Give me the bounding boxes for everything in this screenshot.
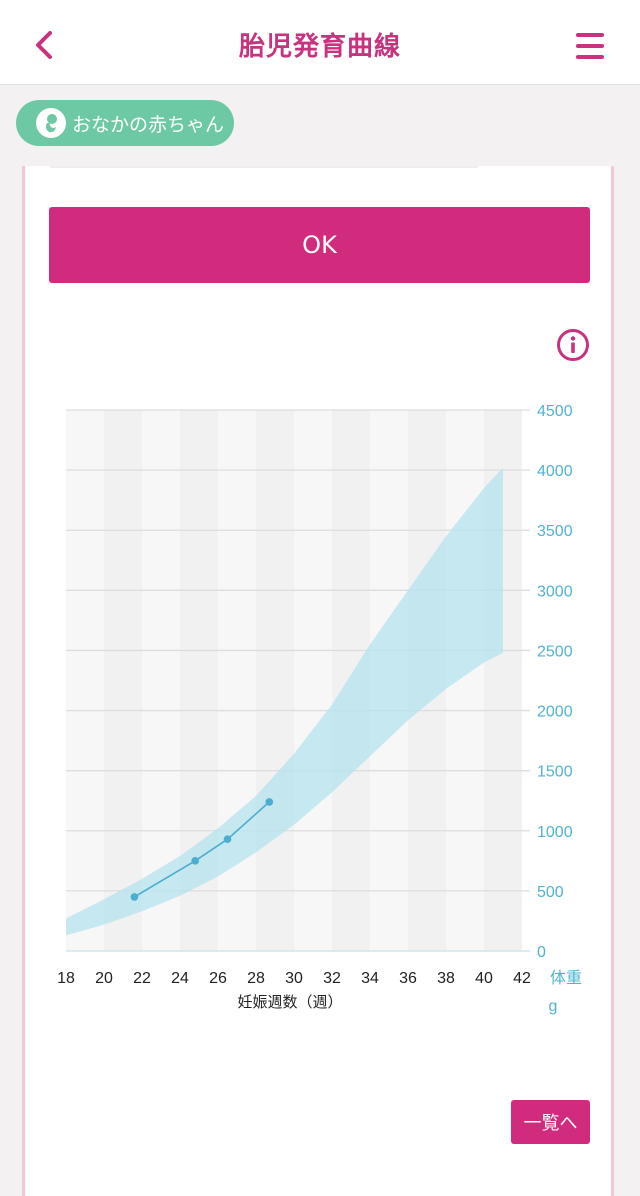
x-tick-label: 26 (209, 970, 227, 987)
ok-button-label: OK (302, 231, 337, 259)
y-tick-label: 1000 (537, 824, 573, 841)
back-button[interactable] (30, 28, 60, 62)
list-button-label: 一覧へ (523, 1113, 578, 1134)
info-button[interactable] (556, 328, 590, 362)
x-tick-label: 18 (57, 970, 75, 987)
x-tick-label: 34 (361, 970, 379, 987)
x-tick-label: 30 (285, 970, 303, 987)
y-axis-label: 体重 (550, 968, 582, 987)
y-tick-label: 1500 (537, 764, 573, 781)
fetus-icon (36, 108, 66, 138)
weight-data-point (191, 857, 199, 865)
weight-data-point (265, 798, 274, 806)
app-header: 胎児発育曲線 (0, 0, 640, 85)
divider (50, 166, 478, 168)
x-tick-label: 40 (475, 970, 493, 987)
grid-column-band (104, 410, 142, 951)
menu-button[interactable] (574, 30, 606, 62)
x-tick-label: 32 (323, 970, 341, 987)
y-tick-label: 4000 (537, 463, 573, 480)
chevron-left-icon (36, 31, 52, 59)
growth-chart: 18 20 22 24 26 28 30 32 34 36 38 40 42 0 500 1000 1500 20… (57, 403, 582, 1015)
weight-data-point (223, 835, 232, 843)
ok-button[interactable]: OK (49, 207, 590, 283)
x-tick-label: 22 (133, 970, 151, 987)
y-axis-unit: g (549, 998, 558, 1015)
x-tick-label: 36 (399, 970, 417, 987)
x-tick-label: 38 (437, 970, 455, 987)
normal-range-band (66, 467, 503, 936)
x-axis-label: 妊娠週数（週） (237, 993, 342, 1011)
baby-profile-label: おなかの赤ちゃん (72, 113, 225, 136)
y-tick-label: 3000 (537, 583, 573, 600)
baby-profile-pill[interactable]: おなかの赤ちゃん (16, 100, 234, 146)
x-tick-label: 42 (513, 970, 531, 987)
grid-column-band (256, 410, 294, 951)
y-tick-label: 4500 (537, 403, 573, 420)
list-button[interactable]: 一覧へ (511, 1100, 590, 1144)
y-tick-label: 0 (537, 944, 546, 961)
y-tick-label: 2500 (537, 643, 573, 660)
x-tick-label: 28 (247, 970, 265, 987)
hamburger-menu-icon (576, 33, 604, 59)
weight-series-line (133, 801, 270, 898)
x-tick-label: 24 (171, 970, 189, 987)
x-tick-label: 20 (95, 970, 113, 987)
y-tick-label: 2000 (537, 704, 573, 721)
info-icon (557, 329, 589, 361)
y-tick-label: 500 (537, 884, 564, 901)
weight-data-point (130, 893, 139, 901)
y-tick-label: 3500 (537, 523, 573, 540)
page-title: 胎児発育曲線 (238, 32, 401, 62)
